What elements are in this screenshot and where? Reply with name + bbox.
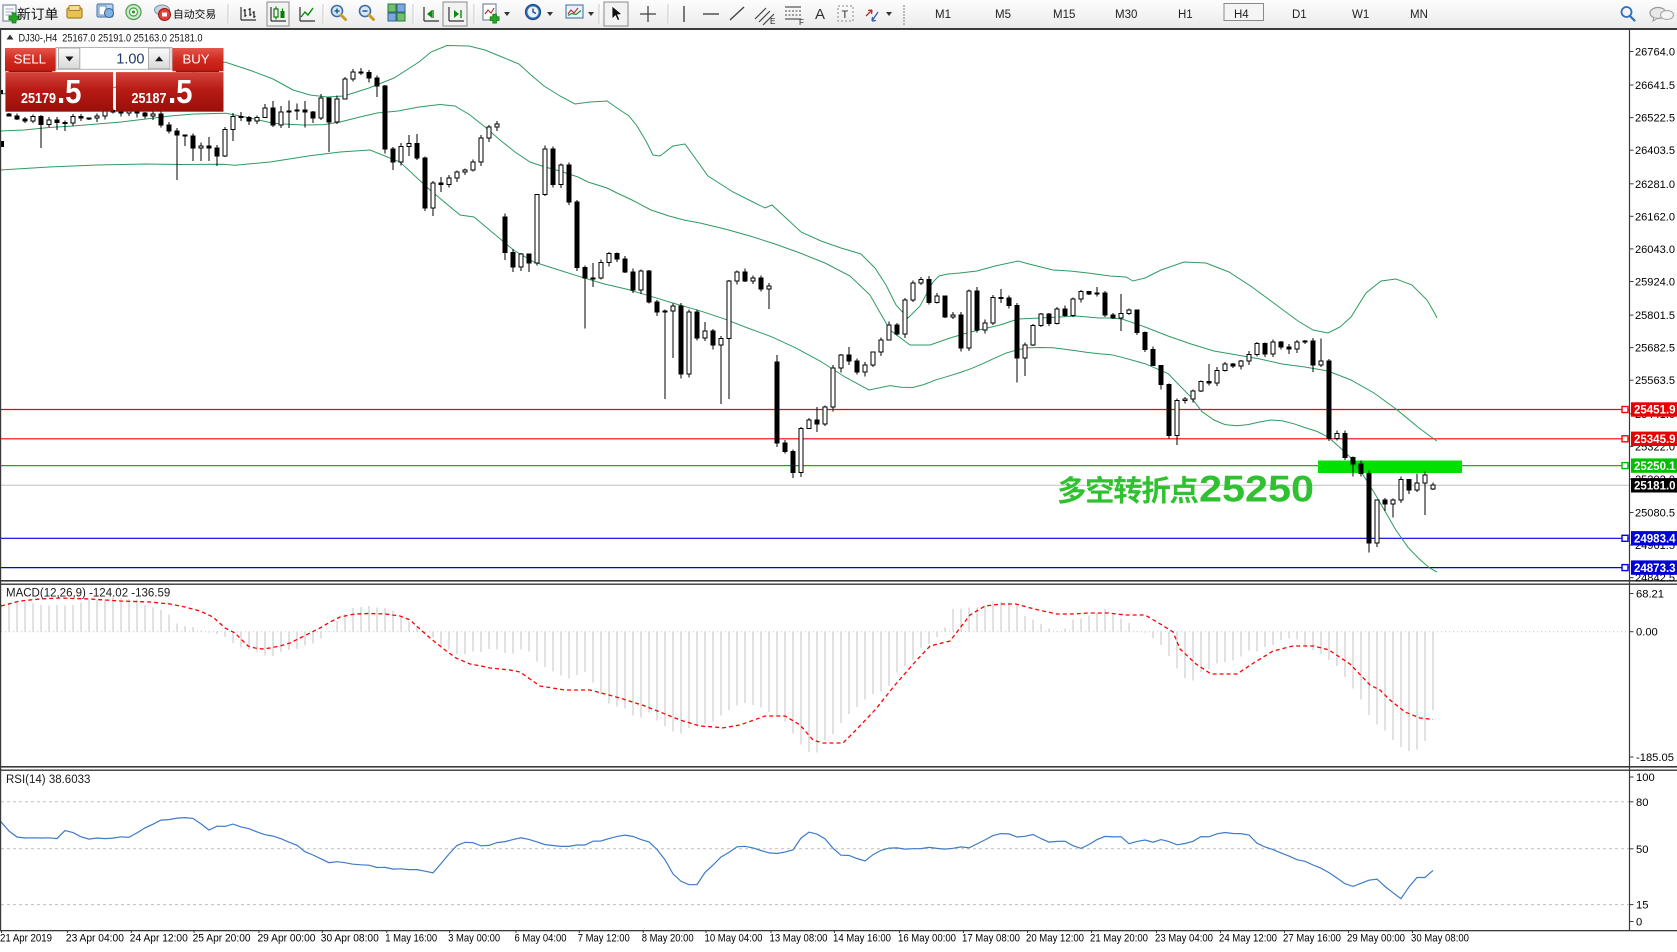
- svg-text:80: 80: [1636, 797, 1648, 809]
- svg-text:M5: M5: [995, 9, 1011, 21]
- svg-text:25179: 25179: [21, 91, 56, 107]
- svg-text:H1: H1: [1178, 9, 1193, 21]
- svg-text:26403.5: 26403.5: [1635, 145, 1675, 157]
- svg-text:8 May 20:00: 8 May 20:00: [642, 932, 694, 944]
- svg-text:25080.5: 25080.5: [1635, 508, 1675, 520]
- svg-text:7 May 12:00: 7 May 12:00: [578, 932, 630, 944]
- svg-text:26281.0: 26281.0: [1635, 179, 1675, 191]
- svg-text:1 May 16:00: 1 May 16:00: [385, 932, 437, 944]
- svg-text:17 May 08:00: 17 May 08:00: [962, 932, 1020, 944]
- svg-text:25 Apr 20:00: 25 Apr 20:00: [193, 932, 251, 944]
- svg-text:21 Apr 2019: 21 Apr 2019: [0, 932, 52, 944]
- svg-text:26641.5: 26641.5: [1635, 80, 1675, 92]
- svg-text:30 May 08:00: 30 May 08:00: [1411, 932, 1469, 944]
- svg-text:MN: MN: [1410, 9, 1428, 21]
- svg-text:26522.5: 26522.5: [1635, 113, 1675, 125]
- svg-text:20 May 12:00: 20 May 12:00: [1026, 932, 1084, 944]
- svg-text:25345.9: 25345.9: [1634, 434, 1676, 446]
- svg-text:H4: H4: [1234, 9, 1249, 21]
- svg-text:25451.9: 25451.9: [1634, 405, 1676, 417]
- svg-text:6 May 04:00: 6 May 04:00: [515, 932, 567, 944]
- svg-text:27 May 16:00: 27 May 16:00: [1283, 932, 1341, 944]
- svg-text:T: T: [842, 9, 849, 21]
- svg-text:E: E: [770, 17, 775, 26]
- svg-text:16 May 00:00: 16 May 00:00: [898, 932, 956, 944]
- svg-text:24983.4: 24983.4: [1634, 534, 1676, 546]
- svg-text:25250.1: 25250.1: [1634, 461, 1676, 473]
- svg-text:25924.0: 25924.0: [1635, 277, 1675, 289]
- svg-text:DJ30-,H4 25167.0 25191.0 2516: DJ30-,H4 25167.0 25191.0 25163.0 25181.0: [19, 32, 203, 44]
- svg-text:26162.0: 26162.0: [1635, 211, 1675, 223]
- svg-text:25563.5: 25563.5: [1635, 375, 1675, 387]
- svg-text:MACD(12,26,9) -124.02 -136.59: MACD(12,26,9) -124.02 -136.59: [6, 588, 170, 600]
- svg-text:0.00: 0.00: [1636, 627, 1658, 639]
- svg-text:25682.5: 25682.5: [1635, 343, 1675, 355]
- svg-text:25801.5: 25801.5: [1635, 310, 1675, 322]
- svg-text:10 May 04:00: 10 May 04:00: [705, 932, 763, 944]
- svg-text:1.00: 1.00: [116, 51, 144, 67]
- svg-text:.5: .5: [57, 74, 82, 111]
- svg-text:15: 15: [1636, 900, 1648, 912]
- svg-text:21 May 20:00: 21 May 20:00: [1090, 932, 1148, 944]
- svg-text:F: F: [799, 18, 804, 27]
- svg-text:24873.3: 24873.3: [1634, 563, 1676, 575]
- svg-text:23 Apr 04:00: 23 Apr 04:00: [66, 932, 124, 944]
- svg-text:M30: M30: [1115, 9, 1137, 21]
- svg-text:W1: W1: [1352, 9, 1369, 21]
- svg-text:100: 100: [1636, 772, 1655, 784]
- svg-text:RSI(14) 38.6033: RSI(14) 38.6033: [6, 774, 90, 786]
- svg-text:23 May 04:00: 23 May 04:00: [1155, 932, 1213, 944]
- svg-text:25181.0: 25181.0: [1634, 481, 1676, 493]
- svg-text:29 Apr 00:00: 29 Apr 00:00: [258, 932, 316, 944]
- svg-text:24 Apr 12:00: 24 Apr 12:00: [130, 932, 188, 944]
- svg-text:M15: M15: [1053, 9, 1075, 21]
- svg-text:24 May 12:00: 24 May 12:00: [1219, 932, 1277, 944]
- svg-text:3 May 00:00: 3 May 00:00: [448, 932, 500, 944]
- svg-text:SELL: SELL: [14, 52, 46, 67]
- svg-text:30 Apr 08:00: 30 Apr 08:00: [321, 932, 379, 944]
- svg-text:D1: D1: [1292, 9, 1307, 21]
- svg-text:26764.0: 26764.0: [1635, 47, 1675, 59]
- svg-text:26043.0: 26043.0: [1635, 244, 1675, 256]
- svg-text:24842.5: 24842.5: [1635, 573, 1675, 585]
- svg-text:25250: 25250: [1199, 469, 1314, 510]
- svg-text:13 May 08:00: 13 May 08:00: [770, 932, 828, 944]
- svg-text:25187: 25187: [132, 91, 167, 107]
- svg-text:68.21: 68.21: [1636, 589, 1664, 601]
- svg-text:50: 50: [1636, 844, 1648, 856]
- svg-text:M1: M1: [935, 9, 951, 21]
- svg-text:14 May 16:00: 14 May 16:00: [833, 932, 891, 944]
- svg-text:0: 0: [1636, 917, 1642, 929]
- svg-text:BUY: BUY: [182, 52, 209, 67]
- svg-text:-185.05: -185.05: [1636, 752, 1674, 764]
- svg-text:29 May 00:00: 29 May 00:00: [1347, 932, 1405, 944]
- svg-text:A: A: [815, 6, 825, 23]
- svg-text:.5: .5: [168, 74, 193, 111]
